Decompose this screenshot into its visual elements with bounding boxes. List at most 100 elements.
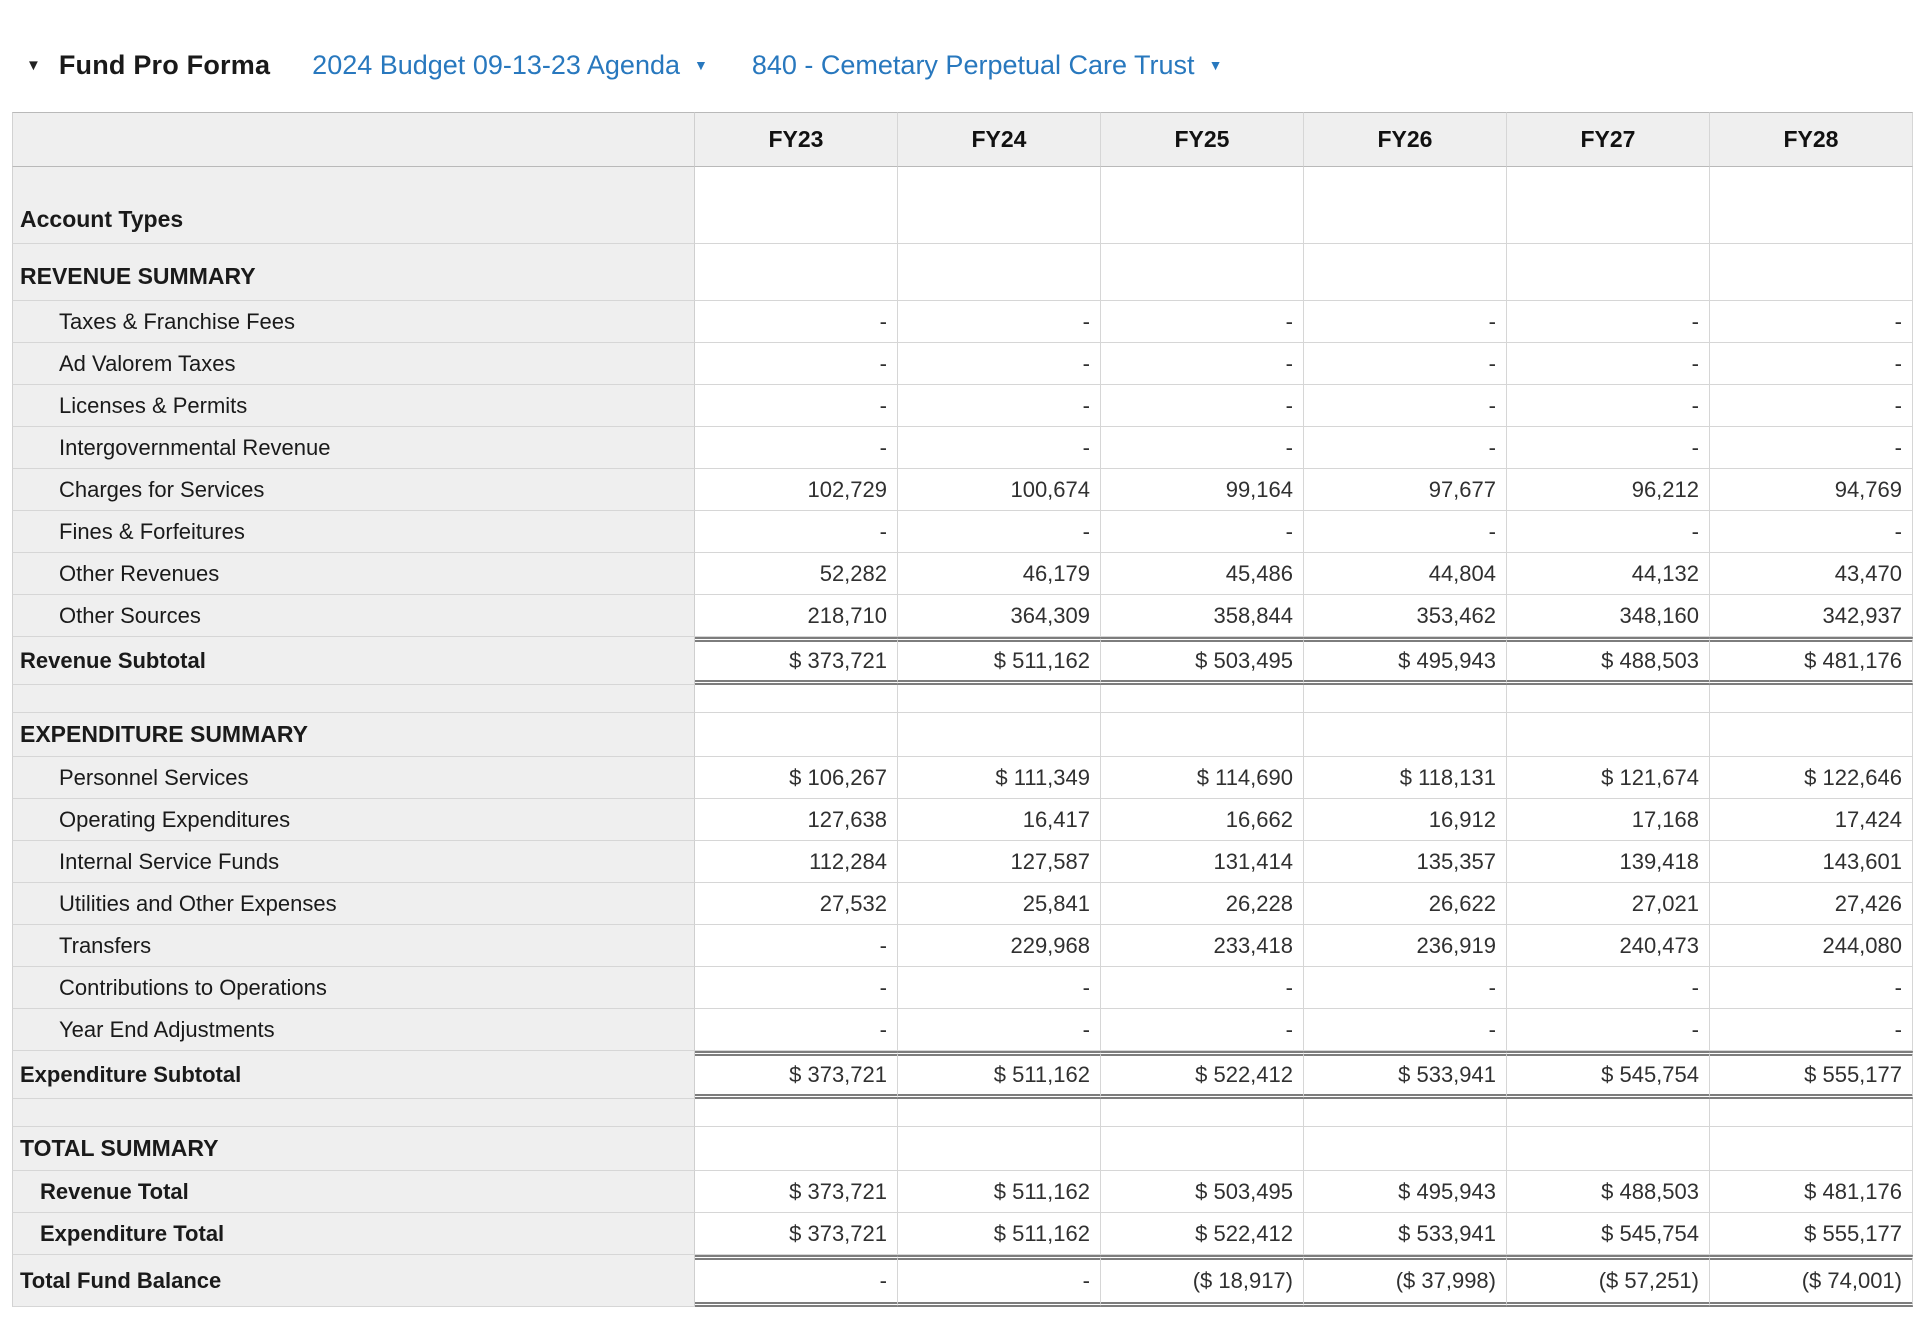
- table-cell: -: [1304, 1009, 1507, 1051]
- column-header-fy28: FY28: [1710, 112, 1913, 167]
- row-label: EXPENDITURE SUMMARY: [12, 713, 695, 757]
- row-label: Contributions to Operations: [12, 967, 695, 1009]
- column-header-fy23: FY23: [695, 112, 898, 167]
- table-cell: [1101, 713, 1304, 757]
- table-cell: 52,282: [695, 553, 898, 595]
- table-cell: -: [898, 1009, 1101, 1051]
- table-cell: [1101, 685, 1304, 713]
- row-label: Intergovernmental Revenue: [12, 427, 695, 469]
- table-cell: $ 555,177: [1710, 1051, 1913, 1099]
- budget-dropdown[interactable]: 2024 Budget 09-13-23 Agenda ▼: [312, 50, 708, 81]
- page-title: Fund Pro Forma: [58, 49, 271, 80]
- table-cell: -: [898, 343, 1101, 385]
- table-row: Personnel Services $ 106,267 $ 111,349 $ 11…: [12, 757, 1913, 799]
- table-cell: 233,418: [1101, 925, 1304, 967]
- table-cell: ($ 37,998): [1304, 1255, 1507, 1307]
- table-cell: -: [1304, 343, 1507, 385]
- table-cell: -: [1101, 301, 1304, 343]
- table-row: Revenue Subtotal $ 373,721 $ 511,162 $ 503,…: [12, 637, 1913, 685]
- table-row: REVENUE SUMMARY: [12, 244, 1913, 301]
- column-header-fy27: FY27: [1507, 112, 1710, 167]
- row-label: Account Types: [12, 167, 695, 244]
- table-cell: [1710, 713, 1913, 757]
- table-cell: [898, 1099, 1101, 1127]
- table-cell: [1710, 244, 1913, 301]
- column-header-fy26: FY26: [1304, 112, 1507, 167]
- table-cell: 45,486: [1101, 553, 1304, 595]
- table-cell: [1101, 244, 1304, 301]
- table-row: Internal Service Funds 112,284 127,587 131,…: [12, 841, 1913, 883]
- row-label: Internal Service Funds: [12, 841, 695, 883]
- table-cell: 240,473: [1507, 925, 1710, 967]
- table-row: Taxes & Franchise Fees - - - - - -: [12, 301, 1913, 343]
- table-cell: [1304, 244, 1507, 301]
- table-cell: $ 511,162: [898, 637, 1101, 685]
- table-cell: -: [695, 427, 898, 469]
- table-cell: [1101, 1099, 1304, 1127]
- table-cell: -: [1304, 511, 1507, 553]
- table-cell: $ 522,412: [1101, 1213, 1304, 1255]
- table-cell: [1507, 1127, 1710, 1171]
- table-cell: -: [1710, 427, 1913, 469]
- table-cell: $ 503,495: [1101, 1171, 1304, 1213]
- chevron-down-icon: ▼: [1208, 57, 1223, 73]
- table-cell: 94,769: [1710, 469, 1913, 511]
- row-label: Other Sources: [12, 595, 695, 637]
- table-cell: 112,284: [695, 841, 898, 883]
- row-label: Personnel Services: [12, 757, 695, 799]
- table-cell: [695, 1099, 898, 1127]
- table-cell: 143,601: [1710, 841, 1913, 883]
- table-cell: 102,729: [695, 469, 898, 511]
- table-cell: [1507, 713, 1710, 757]
- table-cell: 358,844: [1101, 595, 1304, 637]
- row-label: Operating Expenditures: [12, 799, 695, 841]
- table-cell: $ 522,412: [1101, 1051, 1304, 1099]
- row-label: Total Fund Balance: [12, 1255, 695, 1307]
- table-cell: -: [1101, 343, 1304, 385]
- table-cell: $ 511,162: [898, 1213, 1101, 1255]
- table-cell: $ 118,131: [1304, 757, 1507, 799]
- table-cell: -: [1710, 343, 1913, 385]
- table-cell: -: [1101, 511, 1304, 553]
- fund-dropdown[interactable]: 840 - Cemetary Perpetual Care Trust ▼: [752, 50, 1223, 81]
- table-cell: 16,662: [1101, 799, 1304, 841]
- table-row: Year End Adjustments - - - - - -: [12, 1009, 1913, 1051]
- table-cell: 342,937: [1710, 595, 1913, 637]
- table-cell: [1710, 1099, 1913, 1127]
- table-cell: 127,587: [898, 841, 1101, 883]
- table-cell: 97,677: [1304, 469, 1507, 511]
- table-row: [12, 685, 1913, 713]
- table-cell: -: [1710, 385, 1913, 427]
- column-header-fy25: FY25: [1101, 112, 1304, 167]
- table-cell: [1304, 167, 1507, 244]
- table-cell: -: [1101, 1009, 1304, 1051]
- table-cell: 229,968: [898, 925, 1101, 967]
- table-cell: 99,164: [1101, 469, 1304, 511]
- table-cell: ($ 57,251): [1507, 1255, 1710, 1307]
- table-cell: $ 121,674: [1507, 757, 1710, 799]
- table-cell: 131,414: [1101, 841, 1304, 883]
- table-cell: 44,804: [1304, 553, 1507, 595]
- table-row: Transfers -229,968 233,418 236,919 240,473 24…: [12, 925, 1913, 967]
- table-cell: ($ 18,917): [1101, 1255, 1304, 1307]
- table-row: Operating Expenditures 127,638 16,417 16,66…: [12, 799, 1913, 841]
- table-cell: 44,132: [1507, 553, 1710, 595]
- table-cell: -: [1507, 385, 1710, 427]
- corner-cell: [12, 112, 695, 167]
- table-cell: 353,462: [1304, 595, 1507, 637]
- table-cell: [898, 167, 1101, 244]
- row-label: Ad Valorem Taxes: [12, 343, 695, 385]
- table-cell: $ 481,176: [1710, 1171, 1913, 1213]
- collapse-caret-icon[interactable]: ▼: [26, 56, 41, 74]
- table-row: TOTAL SUMMARY: [12, 1127, 1913, 1171]
- table-cell: -: [1710, 301, 1913, 343]
- table-row: Fines & Forfeitures - - - - - -: [12, 511, 1913, 553]
- table-cell: -: [1101, 427, 1304, 469]
- table-cell: [1304, 1127, 1507, 1171]
- table-header-row: FY23 FY24 FY25 FY26 FY27 FY28: [12, 112, 1913, 167]
- table-cell: $ 373,721: [695, 1171, 898, 1213]
- row-label: REVENUE SUMMARY: [12, 244, 695, 301]
- table-cell: [1304, 713, 1507, 757]
- table-cell: $ 122,646: [1710, 757, 1913, 799]
- row-label: Revenue Total: [12, 1171, 695, 1213]
